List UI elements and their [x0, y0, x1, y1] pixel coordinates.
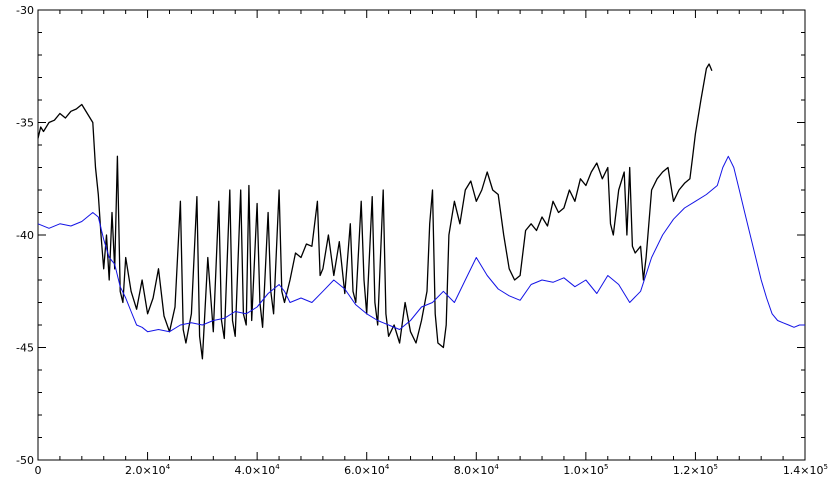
x-axis-ticks: 0 2.0×104 4.0×104 6.0×104 8.0×104 1.0×105 1.2×… [35, 10, 828, 477]
x-tick-label: 0 [35, 464, 42, 477]
x-tick-label: 8.0×104 [454, 463, 500, 477]
x-tick-label: 1.2×105 [673, 463, 718, 477]
y-axis-ticks: -30 -35 -40 -45 -50 [16, 4, 805, 467]
x-tick-label: 6.0×104 [344, 463, 390, 477]
y-tick-label: -40 [16, 229, 34, 242]
x-tick-label: 1.4×105 [783, 463, 828, 477]
series-line-black [37, 63, 713, 360]
x-tick-label: 2.0×104 [125, 463, 171, 477]
y-tick-label: -30 [16, 4, 34, 17]
series-layer [37, 63, 805, 360]
x-tick-label: 1.0×105 [563, 463, 608, 477]
y-tick-label: -35 [16, 117, 34, 130]
x-tick-label: 4.0×104 [235, 463, 281, 477]
y-tick-label: -50 [16, 454, 34, 467]
series-line-blue [37, 155, 805, 333]
y-tick-label: -45 [16, 342, 34, 355]
plot-frame [37, 9, 806, 461]
